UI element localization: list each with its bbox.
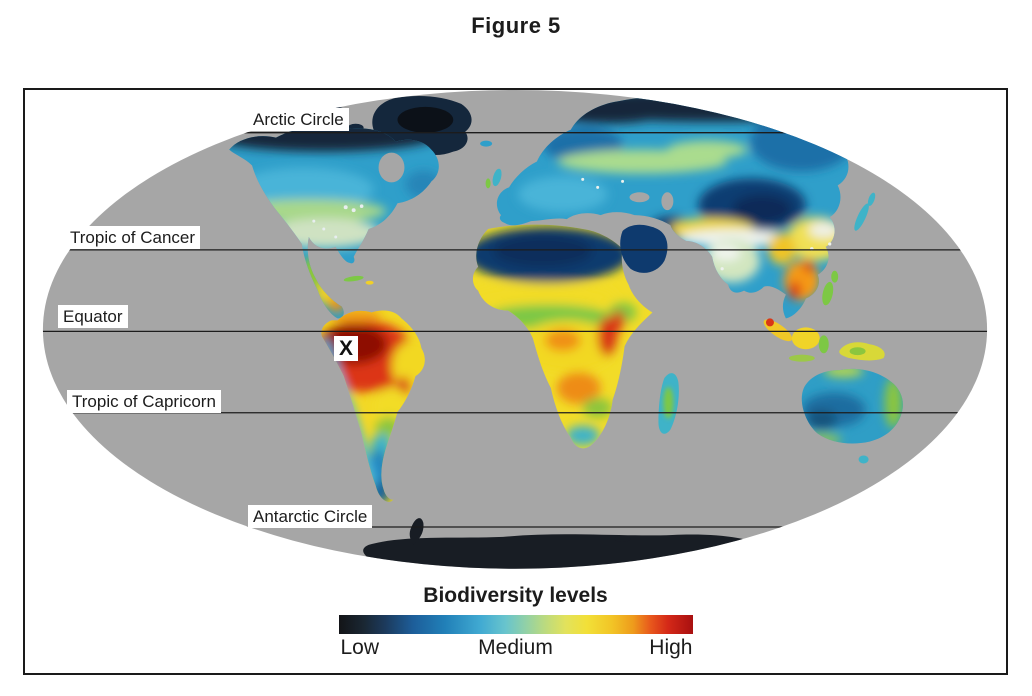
legend-label-low: Low <box>340 636 380 659</box>
legend-title: Biodiversity levels <box>423 584 608 607</box>
continent-africa <box>472 224 653 449</box>
legend-label-medium: Medium <box>478 636 553 659</box>
location-marker-x: X <box>334 336 358 361</box>
figure-frame: Arctic Circle Tropic of Cancer Equator T… <box>23 88 1008 675</box>
label-tropic-of-capricorn: Tropic of Capricorn <box>67 390 221 413</box>
label-antarctic-circle: Antarctic Circle <box>248 505 373 528</box>
label-arctic-circle: Arctic Circle <box>248 108 349 131</box>
label-tropic-of-cancer: Tropic of Cancer <box>65 226 201 249</box>
legend-label-high: High <box>649 636 693 659</box>
legend: Biodiversity levels Low Medium High <box>25 584 1006 660</box>
continent-antarctica <box>363 518 768 569</box>
legend-gradient-bar <box>338 615 693 634</box>
figure-title: Figure 5 <box>471 13 561 38</box>
continent-australia <box>801 368 903 444</box>
island-madagascar <box>658 373 679 434</box>
world-biodiversity-map <box>42 90 988 569</box>
legend-labels: Low Medium High <box>339 636 693 660</box>
islands-misc <box>343 168 885 362</box>
region-arabia <box>620 224 668 273</box>
label-equator: Equator <box>58 305 128 328</box>
